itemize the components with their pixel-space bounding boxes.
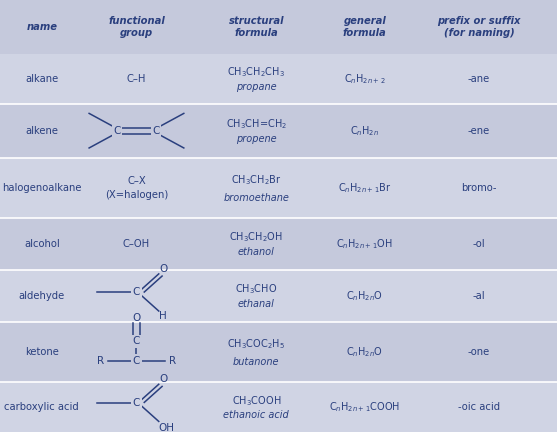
Text: OH: OH — [158, 423, 174, 432]
Bar — [0, 158, 557, 218]
Text: ketone: ketone — [25, 347, 58, 357]
Text: alkene: alkene — [25, 126, 58, 136]
Text: C$_n$H$_{2n+1}$OH: C$_n$H$_{2n+1}$OH — [336, 237, 393, 251]
Text: R: R — [169, 356, 176, 366]
Text: CH$_3$CH$_2$Br: CH$_3$CH$_2$Br — [231, 173, 281, 187]
Text: CH$_3$CH=CH$_2$: CH$_3$CH=CH$_2$ — [226, 117, 287, 130]
Text: C$_n$H$_{2n+1}$COOH: C$_n$H$_{2n+1}$COOH — [329, 400, 400, 414]
Text: functional
group: functional group — [108, 16, 165, 38]
Text: C$_n$H$_{2n}$O: C$_n$H$_{2n}$O — [346, 289, 383, 303]
Text: -al: -al — [473, 291, 485, 301]
Text: R: R — [97, 356, 104, 366]
Text: butanone: butanone — [233, 357, 280, 367]
Text: name: name — [26, 22, 57, 32]
Text: alkane: alkane — [25, 74, 58, 84]
Text: CH$_3$COC$_2$H$_5$: CH$_3$COC$_2$H$_5$ — [227, 337, 285, 351]
Text: -oic acid: -oic acid — [458, 402, 500, 412]
Text: aldehyde: aldehyde — [18, 291, 65, 301]
Bar — [0, 104, 557, 158]
Text: -one: -one — [468, 347, 490, 357]
Text: C$_n$H$_{2n}$: C$_n$H$_{2n}$ — [350, 124, 379, 137]
Text: CH$_3$CHO: CH$_3$CHO — [235, 282, 277, 296]
Text: C$_n$H$_{2n+2}$: C$_n$H$_{2n+2}$ — [344, 72, 385, 86]
Text: bromo-: bromo- — [461, 183, 497, 193]
Text: O: O — [133, 312, 140, 323]
Text: C: C — [133, 398, 140, 408]
Text: bromoethane: bromoethane — [223, 193, 289, 203]
Text: -ene: -ene — [468, 126, 490, 136]
Text: -ane: -ane — [468, 74, 490, 84]
Bar — [0, 54, 557, 104]
Text: C$_n$H$_{2n}$O: C$_n$H$_{2n}$O — [346, 345, 383, 359]
Text: structural
formula: structural formula — [228, 16, 284, 38]
Text: propane: propane — [236, 82, 276, 92]
Bar — [0, 218, 557, 270]
Text: O: O — [159, 264, 167, 274]
Bar — [0, 270, 557, 322]
Text: carboxylic acid: carboxylic acid — [4, 402, 79, 412]
Text: general
formula: general formula — [343, 16, 387, 38]
Text: alcohol: alcohol — [24, 239, 60, 249]
Text: ethanoic acid: ethanoic acid — [223, 410, 289, 420]
Text: C–X
(X=halogen): C–X (X=halogen) — [105, 176, 168, 200]
Text: C: C — [133, 336, 140, 346]
Bar — [0, 382, 557, 432]
Text: O: O — [159, 374, 167, 384]
Text: ethanal: ethanal — [238, 299, 275, 309]
Text: halogenoalkane: halogenoalkane — [2, 183, 81, 193]
Text: C–H: C–H — [127, 74, 146, 84]
Text: propene: propene — [236, 134, 276, 144]
Text: C: C — [152, 126, 160, 136]
Text: CH$_3$CH$_2$OH: CH$_3$CH$_2$OH — [229, 230, 283, 244]
Text: ethanol: ethanol — [238, 248, 275, 257]
Text: CH$_3$CH$_2$CH$_3$: CH$_3$CH$_2$CH$_3$ — [227, 66, 285, 79]
Text: C: C — [113, 126, 121, 136]
Text: C: C — [133, 287, 140, 298]
Text: -ol: -ol — [473, 239, 485, 249]
Text: C$_n$H$_{2n+1}$Br: C$_n$H$_{2n+1}$Br — [338, 181, 392, 195]
Text: prefix or suffix
(for naming): prefix or suffix (for naming) — [437, 16, 521, 38]
Text: H: H — [159, 311, 167, 321]
Text: C–OH: C–OH — [123, 239, 150, 249]
Text: C: C — [133, 356, 140, 366]
Text: CH$_3$COOH: CH$_3$COOH — [232, 394, 281, 408]
Bar — [0, 322, 557, 382]
